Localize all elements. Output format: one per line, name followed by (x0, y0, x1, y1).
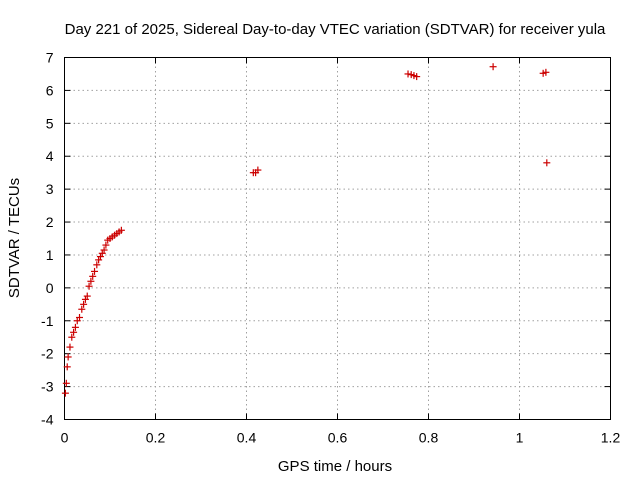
data-point (100, 246, 108, 254)
y-tick-label: -1 (41, 313, 54, 329)
y-tick-label: 5 (46, 115, 54, 131)
data-point (83, 292, 91, 300)
data-point (254, 166, 262, 174)
data-point (543, 159, 551, 167)
y-tick-label: 0 (46, 280, 54, 296)
y-ticks: -4 -3 -2 -1 0 1 2 3 4 5 6 7 (41, 50, 611, 428)
x-tick-label: 0.8 (419, 430, 439, 446)
x-ticks: 0 0.2 0.4 0.6 0.8 1 1.2 (61, 57, 621, 446)
data-point (71, 323, 79, 331)
data-point (76, 313, 84, 321)
data-point (62, 379, 70, 387)
y-axis-title: SDTVAR / TECUs (6, 178, 23, 298)
data-points (61, 63, 551, 397)
data-point (63, 363, 71, 371)
data-point (89, 272, 97, 280)
x-tick-label: 1.2 (601, 430, 621, 446)
x-tick-label: 0.4 (237, 430, 257, 446)
data-point (102, 241, 110, 249)
grid (64, 57, 611, 420)
y-tick-label: -2 (41, 346, 54, 362)
plot-frame (64, 57, 611, 420)
data-point (66, 343, 74, 351)
data-point (85, 282, 93, 290)
x-axis-title: GPS time / hours (278, 458, 392, 475)
x-tick-label: 0.2 (146, 430, 166, 446)
data-point (70, 328, 78, 336)
data-point (91, 267, 99, 275)
data-point (80, 300, 88, 308)
data-point (87, 277, 95, 285)
y-tick-label: 4 (46, 148, 54, 164)
y-tick-label: -4 (41, 412, 54, 428)
y-tick-label: 6 (46, 82, 54, 98)
x-tick-label: 0.6 (328, 430, 348, 446)
y-tick-label: -3 (41, 379, 54, 395)
data-point (93, 261, 101, 269)
data-point (404, 70, 412, 78)
data-point (489, 63, 497, 71)
data-point (542, 68, 550, 76)
y-tick-label: 1 (46, 247, 54, 263)
data-point (413, 73, 421, 81)
chart-title: Day 221 of 2025, Sidereal Day-to-day VTE… (65, 21, 606, 38)
x-tick-label: 0 (61, 430, 69, 446)
data-point (61, 389, 69, 397)
data-point (64, 353, 72, 361)
data-point (117, 226, 125, 234)
y-tick-label: 2 (46, 214, 54, 230)
y-tick-label: 3 (46, 181, 54, 197)
data-point (78, 305, 86, 313)
data-point (68, 333, 76, 341)
x-tick-label: 1 (516, 430, 524, 446)
y-tick-label: 7 (46, 50, 54, 66)
